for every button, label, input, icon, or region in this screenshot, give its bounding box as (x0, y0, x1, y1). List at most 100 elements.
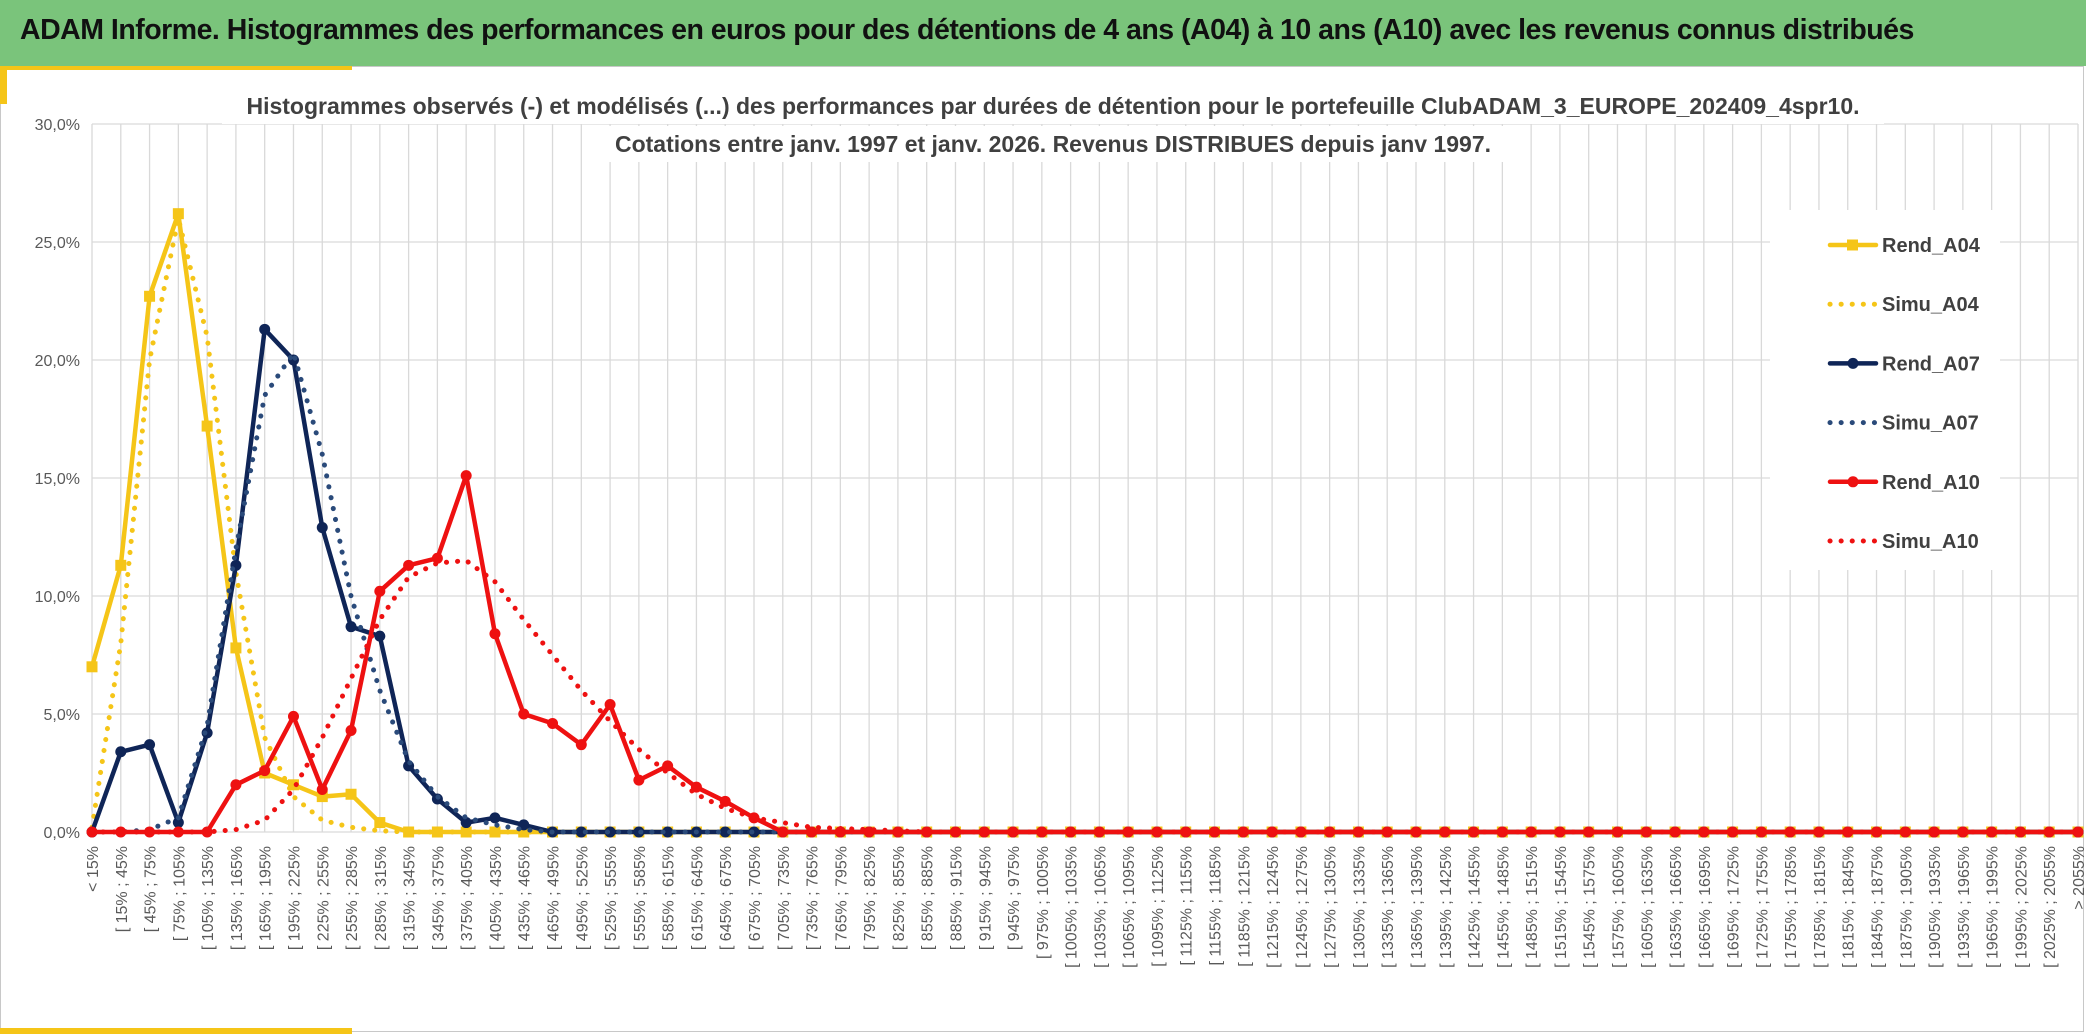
chart-title-background (222, 88, 1884, 162)
x-tick-label: [ 1725% ; 1755% (1754, 846, 1771, 968)
point-rend_a10 (949, 826, 961, 838)
point-rend_a10 (1871, 826, 1883, 838)
x-tick-label: [ 1005% ; 1035% (1064, 846, 1081, 968)
point-rend_a04 (115, 559, 127, 571)
point-rend_a10 (834, 826, 846, 838)
point-rend_a10 (1352, 826, 1364, 838)
title-bg-line1 (222, 88, 1884, 124)
x-tick-label: [ 435% ; 465% (517, 846, 534, 950)
chart-title: Histogrammes observés (-) et modélisés (… (246, 93, 1859, 119)
point-rend_a04 (460, 826, 472, 838)
point-rend_a07 (719, 826, 731, 838)
x-tick-label: [ 1185% ; 1215% (1236, 846, 1253, 967)
x-tick-label: [ 135% ; 165% (229, 846, 246, 950)
x-tick-label: [ 1605% ; 1635% (1639, 846, 1656, 968)
x-axis-ticks: < 15% [ 15% ; 45% [ 45% ; 75% [ 75% ; 105% [… (85, 846, 2086, 968)
x-tick-label: [ 1815% ; 1845% (1841, 846, 1858, 968)
gold-accent-bottom (0, 1028, 352, 1034)
point-rend_a10 (575, 739, 587, 751)
legend-marker-rend_a04 (1847, 239, 1858, 251)
legend-label-simu_a07: Simu_A07 (1882, 413, 1979, 435)
x-tick-label: [ 525% ; 555% (603, 846, 620, 950)
x-tick-label: [ 1125% ; 1155% (1179, 846, 1196, 966)
point-rend_a10 (2014, 826, 2026, 838)
x-tick-label: [ 675% ; 705% (747, 846, 764, 950)
point-rend_a10 (1928, 826, 1940, 838)
point-rend_a10 (230, 779, 242, 791)
x-tick-label: < 15% (85, 846, 102, 892)
x-tick-label: [ 15% ; 45% (114, 846, 131, 932)
x-tick-label: [ 1425% ; 1455% (1467, 846, 1484, 968)
x-tick-label: [ 855% ; 885% (920, 846, 937, 950)
point-rend_a10 (604, 699, 616, 711)
point-rend_a07 (115, 746, 127, 758)
point-rend_a10 (1727, 826, 1739, 838)
x-tick-label: [ 1515% ; 1545% (1553, 846, 1570, 968)
x-tick-label: [ 1905% ; 1935% (1927, 846, 1944, 968)
x-tick-label: [ 1935% ; 1965% (1956, 846, 1973, 968)
point-rend_a10 (316, 784, 328, 796)
legend-box (1770, 210, 2000, 570)
legend-label-simu_a10: Simu_A10 (1882, 531, 1979, 553)
x-tick-label: [ 1785% ; 1815% (1812, 846, 1829, 968)
point-rend_a10 (431, 552, 443, 564)
point-rend_a10 (259, 765, 271, 777)
point-rend_a10 (1065, 826, 1077, 838)
point-rend_a10 (403, 559, 415, 571)
y-axis-ticks: 0,0% 5,0% 10,0% 15,0% 20,0% 25,0% 30,0% (35, 117, 80, 842)
point-rend_a10 (1439, 826, 1451, 838)
point-rend_a10 (1007, 826, 1019, 838)
point-rend_a10 (1237, 826, 1249, 838)
point-rend_a07 (316, 522, 328, 534)
point-rend_a10 (633, 774, 645, 786)
x-tick-label: [ 1575% ; 1605% (1610, 846, 1627, 968)
x-tick-label: [ 45% ; 75% (143, 846, 160, 932)
x-tick-label: [ 375% ; 405% (459, 846, 476, 950)
x-tick-label: [ 1095% ; 1125% (1150, 846, 1167, 967)
point-rend_a04 (374, 817, 386, 829)
x-tick-label: [ 315% ; 345% (402, 846, 419, 950)
gold-accent-top (0, 66, 352, 70)
x-tick-label: [ 1635% ; 1665% (1668, 846, 1685, 968)
point-rend_a07 (604, 826, 616, 838)
x-tick-label: [ 495% ; 525% (574, 846, 591, 950)
point-rend_a10 (1093, 826, 1105, 838)
legend-marker-rend_a07 (1847, 357, 1859, 369)
point-rend_a07 (345, 621, 357, 633)
point-rend_a04 (431, 826, 443, 838)
x-tick-label: [ 165% ; 195% (258, 846, 275, 950)
x-tick-label: [ 615% ; 645% (689, 846, 706, 950)
x-tick-label: [ 195% ; 225% (286, 846, 303, 950)
x-tick-label: [ 1455% ; 1485% (1495, 846, 1512, 968)
point-rend_a07 (662, 826, 674, 838)
x-tick-label: [ 825% ; 855% (891, 846, 908, 950)
x-tick-label: [ 465% ; 495% (546, 846, 563, 950)
y-tick-label: 20,0% (35, 353, 80, 370)
point-rend_a10 (287, 710, 299, 722)
y-tick-label: 30,0% (35, 117, 80, 134)
legend-label-rend_a07: Rend_A07 (1882, 353, 1980, 375)
point-rend_a04 (316, 791, 328, 803)
x-tick-label: [ 1365% ; 1395% (1409, 846, 1426, 968)
point-rend_a10 (1151, 826, 1163, 838)
point-rend_a10 (1496, 826, 1508, 838)
point-rend_a10 (1784, 826, 1796, 838)
x-tick-label: [ 225% ; 255% (315, 846, 332, 950)
point-rend_a10 (1209, 826, 1221, 838)
x-tick-label: [ 1545% ; 1575% (1582, 846, 1599, 968)
x-tick-label: [ 945% ; 975% (1006, 846, 1023, 950)
x-tick-label: [ 1275% ; 1305% (1323, 846, 1340, 968)
point-rend_a07 (575, 826, 587, 838)
title-bg-line2 (600, 126, 1506, 162)
point-rend_a10 (518, 708, 530, 720)
x-tick-label: [ 1485% ; 1515% (1524, 846, 1541, 968)
point-rend_a04 (172, 208, 184, 220)
point-rend_a10 (1295, 826, 1307, 838)
x-tick-label: [ 915% ; 945% (977, 846, 994, 950)
point-rend_a10 (1986, 826, 1998, 838)
x-tick-label: [ 1695% ; 1725% (1726, 846, 1743, 968)
point-rend_a10 (719, 795, 731, 807)
point-rend_a10 (345, 725, 357, 737)
legend-label-simu_a04: Simu_A04 (1882, 294, 1980, 316)
